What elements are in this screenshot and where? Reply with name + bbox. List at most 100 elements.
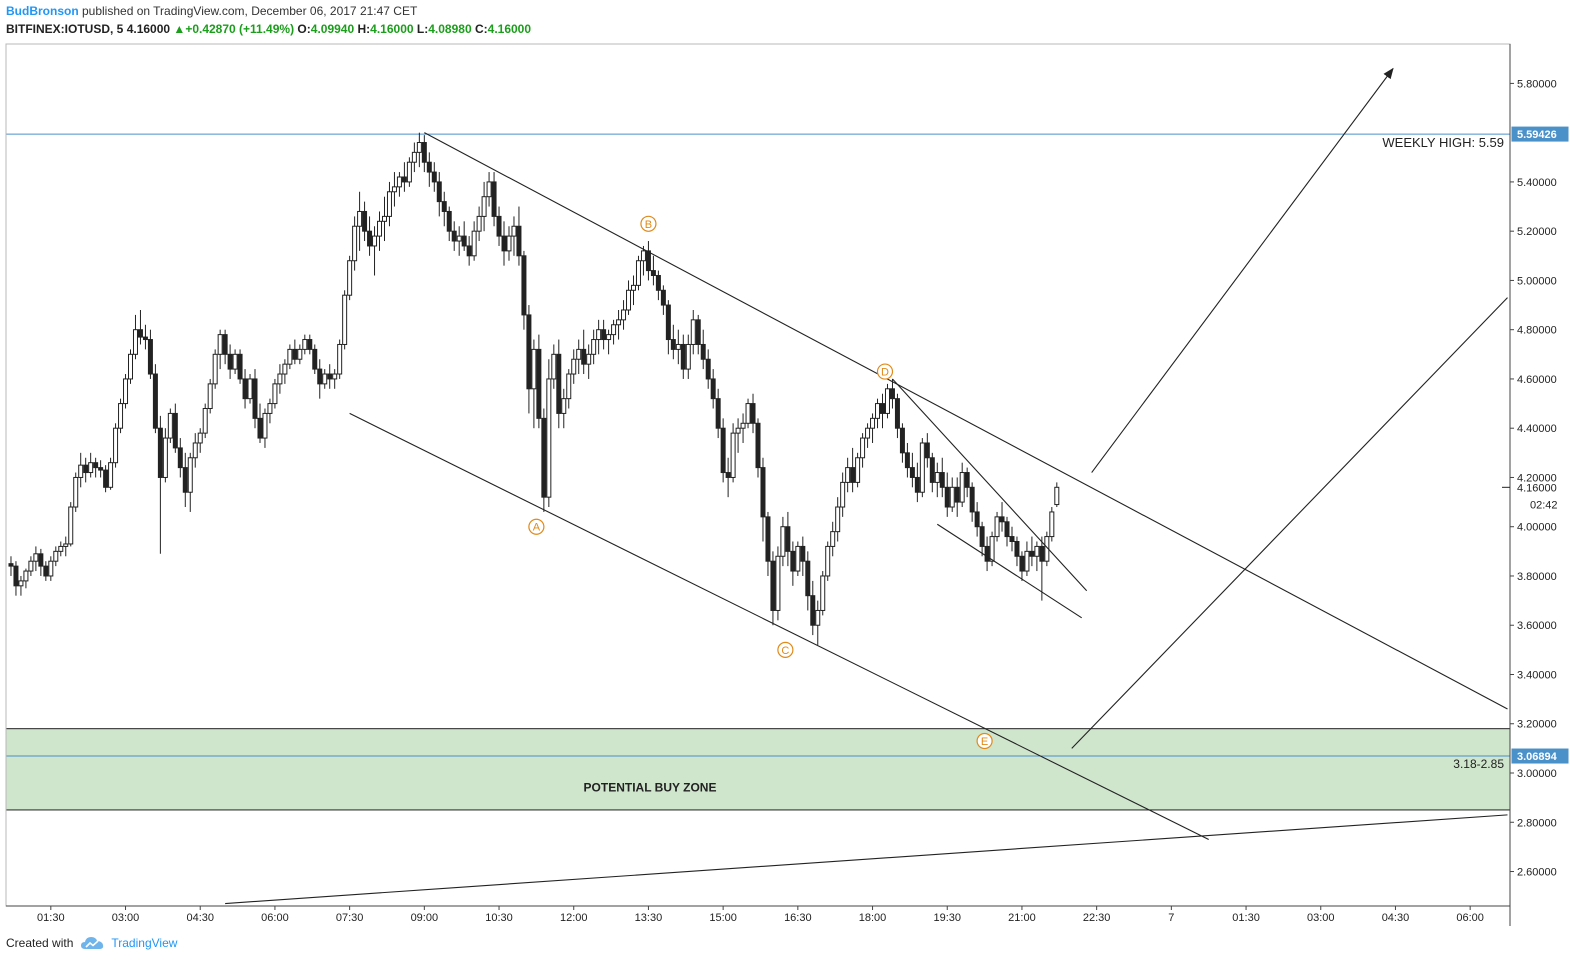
trendline-projection-line[interactable]: [1071, 297, 1508, 749]
author-link[interactable]: BudBronson: [6, 4, 79, 18]
tradingview-brand: TradingView: [111, 936, 178, 950]
candle-body: [491, 181, 497, 217]
trendline-long-support[interactable]: [225, 814, 1508, 905]
footer: Created with TradingView: [6, 936, 177, 950]
candle: [755, 418, 761, 478]
x-tick-label: 04:30: [1382, 912, 1410, 924]
candle-body: [546, 378, 552, 498]
close-label: C:: [474, 22, 488, 36]
candle: [626, 280, 632, 315]
candle: [924, 433, 930, 468]
candle-body: [596, 329, 602, 341]
wave-label-a: A: [528, 518, 545, 535]
candle-body: [252, 378, 258, 419]
candle-body: [202, 408, 208, 434]
candle: [556, 339, 562, 429]
candle: [586, 344, 592, 379]
candle-body: [466, 245, 472, 257]
candle: [944, 472, 950, 517]
candle-body: [128, 353, 134, 380]
candle-body: [486, 181, 492, 198]
candle: [147, 329, 153, 379]
candle-body: [222, 334, 228, 355]
candle-body: [8, 563, 14, 567]
candle-body: [755, 422, 761, 469]
candle: [262, 408, 268, 448]
candle: [680, 334, 686, 379]
candle: [1014, 536, 1020, 567]
candle: [591, 329, 597, 365]
candle-body: [292, 348, 298, 360]
candle: [187, 452, 193, 512]
candle-body: [38, 553, 44, 567]
candle: [337, 339, 343, 379]
wave-label-b: B: [640, 215, 657, 232]
tradingview-logo-link[interactable]: TradingView: [81, 936, 177, 950]
trendline-channel-lower[interactable]: [349, 412, 1209, 840]
candle-body: [765, 516, 771, 562]
candle: [212, 349, 218, 389]
candle: [282, 359, 288, 384]
candle: [566, 369, 572, 409]
candle: [1039, 536, 1045, 601]
buy-zone-title: POTENTIAL BUY ZONE: [584, 780, 717, 794]
candle: [884, 383, 890, 419]
x-tick-label: 07:30: [336, 912, 364, 924]
candle: [616, 309, 622, 340]
candle-body: [959, 472, 965, 503]
candle: [28, 556, 34, 576]
candle-body: [118, 403, 124, 429]
candle: [909, 452, 915, 488]
candle: [436, 172, 442, 217]
candle-body: [312, 348, 318, 370]
candle-body: [680, 343, 686, 370]
candle-body: [710, 378, 716, 400]
candle: [396, 172, 402, 197]
candle-body: [994, 516, 1000, 538]
candle: [267, 398, 273, 424]
candle-body: [377, 220, 383, 237]
candle-body: [1014, 540, 1020, 557]
trendline-channel-upper[interactable]: [424, 132, 1508, 710]
candle: [780, 516, 786, 567]
candle-body: [426, 161, 432, 173]
candle: [377, 211, 383, 251]
trendline-wedge-upper[interactable]: [892, 378, 1088, 592]
candle-body: [730, 432, 736, 478]
candle-body: [337, 343, 343, 375]
candle: [421, 135, 427, 173]
candle-body: [1034, 545, 1040, 557]
candle: [730, 423, 736, 483]
candle: [700, 329, 706, 370]
candle-body: [282, 363, 288, 375]
candle-body: [73, 476, 79, 508]
candle-body: [705, 358, 711, 380]
candle: [227, 344, 233, 379]
candle: [720, 418, 726, 483]
candle-body: [601, 329, 607, 341]
candle-body: [302, 339, 308, 350]
candle-body: [441, 201, 447, 212]
candle: [954, 477, 960, 517]
trendline-wedge-lower[interactable]: [936, 523, 1083, 619]
candle-body: [875, 403, 881, 419]
candle-body: [501, 235, 507, 252]
candle-body: [212, 353, 218, 385]
candle-body: [521, 255, 527, 316]
candle: [411, 142, 417, 173]
candle-body: [909, 467, 915, 478]
candle: [894, 393, 900, 439]
candle: [969, 482, 975, 522]
candle: [606, 329, 612, 355]
trendline-projection-arrow[interactable]: [1091, 67, 1394, 473]
candle-body: [108, 462, 114, 488]
candle: [406, 157, 412, 187]
candle: [1019, 551, 1025, 581]
candle: [630, 275, 636, 306]
candle: [685, 334, 691, 379]
candle-body: [93, 462, 99, 469]
candle-body: [894, 398, 900, 429]
x-tick-label: 01:30: [37, 912, 65, 924]
candle: [551, 344, 557, 389]
